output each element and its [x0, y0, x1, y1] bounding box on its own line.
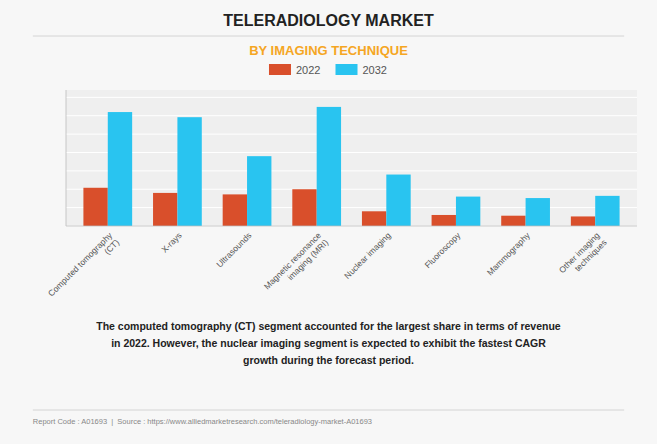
grid-line [66, 207, 637, 208]
x-tick-label-group: Fluoroscopy [422, 230, 462, 270]
bar [247, 156, 271, 226]
legend-swatch [336, 64, 358, 75]
bar [177, 117, 201, 226]
x-tick-label-line: Ultrasounds [214, 230, 253, 269]
x-tick-label: Other imagingtechniques [557, 230, 609, 282]
footer-line: growth during the forecast period. [243, 354, 414, 366]
footer-line: The computed tomography (CT) segment acc… [96, 320, 561, 332]
bar [456, 197, 480, 226]
grid-line [66, 226, 637, 227]
x-tick-label-line: (CT) [102, 237, 121, 256]
bar [362, 211, 386, 226]
page: {"chart_data": { "type": "bar", "title":… [0, 0, 657, 444]
x-tick-label-line: Mammography [485, 230, 533, 278]
bar [526, 198, 550, 226]
x-tick-label-line: Magnetic resonance [262, 230, 323, 291]
bar [595, 196, 619, 226]
grid [66, 97, 637, 226]
grid-line [66, 115, 637, 116]
x-tick-label-line: Fluoroscopy [422, 230, 462, 270]
bar [571, 216, 595, 226]
x-tick-label: Magnetic resonanceimaging (MRI) [262, 230, 330, 298]
bar [83, 188, 107, 226]
chart: TELERADIOLOGY MARKET BY IMAGING TECHNIQUE… [0, 0, 657, 444]
bar [223, 194, 247, 226]
grid-line [66, 134, 637, 135]
x-tick-label-line: Computed tomography [46, 230, 115, 299]
plot-area [66, 90, 637, 226]
x-tick-label: Nuclear imaging [342, 230, 393, 281]
x-tick-labels: Computed tomography(CT) X-rays Ultrasounds… [46, 230, 609, 306]
x-tick-label-line: imaging (MRI) [285, 237, 330, 282]
x-tick-label-line: techniques [573, 237, 609, 273]
title-rule [33, 36, 624, 37]
x-tick-label: Computed tomography(CT) [46, 230, 122, 306]
legend-swatch [269, 64, 291, 75]
report-code: Report Code : A01693 | Source : https://… [33, 417, 372, 426]
legend: 2022 2032 [269, 64, 387, 76]
x-axis-line [66, 226, 637, 227]
footer-text: The computed tomography (CT) segment acc… [96, 320, 561, 366]
legend-label: 2032 [363, 64, 387, 76]
bar [501, 216, 525, 226]
bar [432, 215, 456, 226]
grid-line [66, 170, 637, 171]
bar [108, 112, 132, 226]
bar [386, 175, 410, 226]
x-tick-label-group: Other imagingtechniques [557, 230, 609, 282]
bar [317, 107, 341, 226]
bars [83, 107, 619, 226]
grid-line [66, 189, 637, 190]
bar [292, 189, 316, 226]
x-tick-label: Mammography [485, 230, 533, 278]
footer-line: in 2022. However, the nuclear imaging se… [111, 337, 546, 349]
background [0, 0, 657, 444]
x-tick-label-group: Mammography [485, 230, 533, 278]
bar [153, 193, 177, 226]
grid-line [66, 152, 637, 153]
x-tick-label-group: Nuclear imaging [342, 230, 393, 281]
subtitle: BY IMAGING TECHNIQUE [249, 43, 408, 58]
title: TELERADIOLOGY MARKET [223, 12, 434, 29]
legend-label: 2022 [296, 64, 320, 76]
x-tick-label-group: Magnetic resonanceimaging (MRI) [262, 230, 330, 298]
x-tick-label-group: X-rays [159, 230, 183, 254]
footer-rule [33, 410, 624, 411]
grid-line [66, 97, 637, 98]
x-tick-label-group: Computed tomography(CT) [46, 230, 122, 306]
x-tick-label-group: Ultrasounds [214, 230, 253, 269]
x-tick-label: Fluoroscopy [422, 230, 462, 270]
x-tick-label-line: Nuclear imaging [342, 230, 393, 281]
x-tick-label-line: X-rays [159, 230, 183, 254]
x-tick-label: Ultrasounds [214, 230, 253, 269]
y-axis-line [66, 90, 67, 226]
x-tick-label: X-rays [159, 230, 183, 254]
